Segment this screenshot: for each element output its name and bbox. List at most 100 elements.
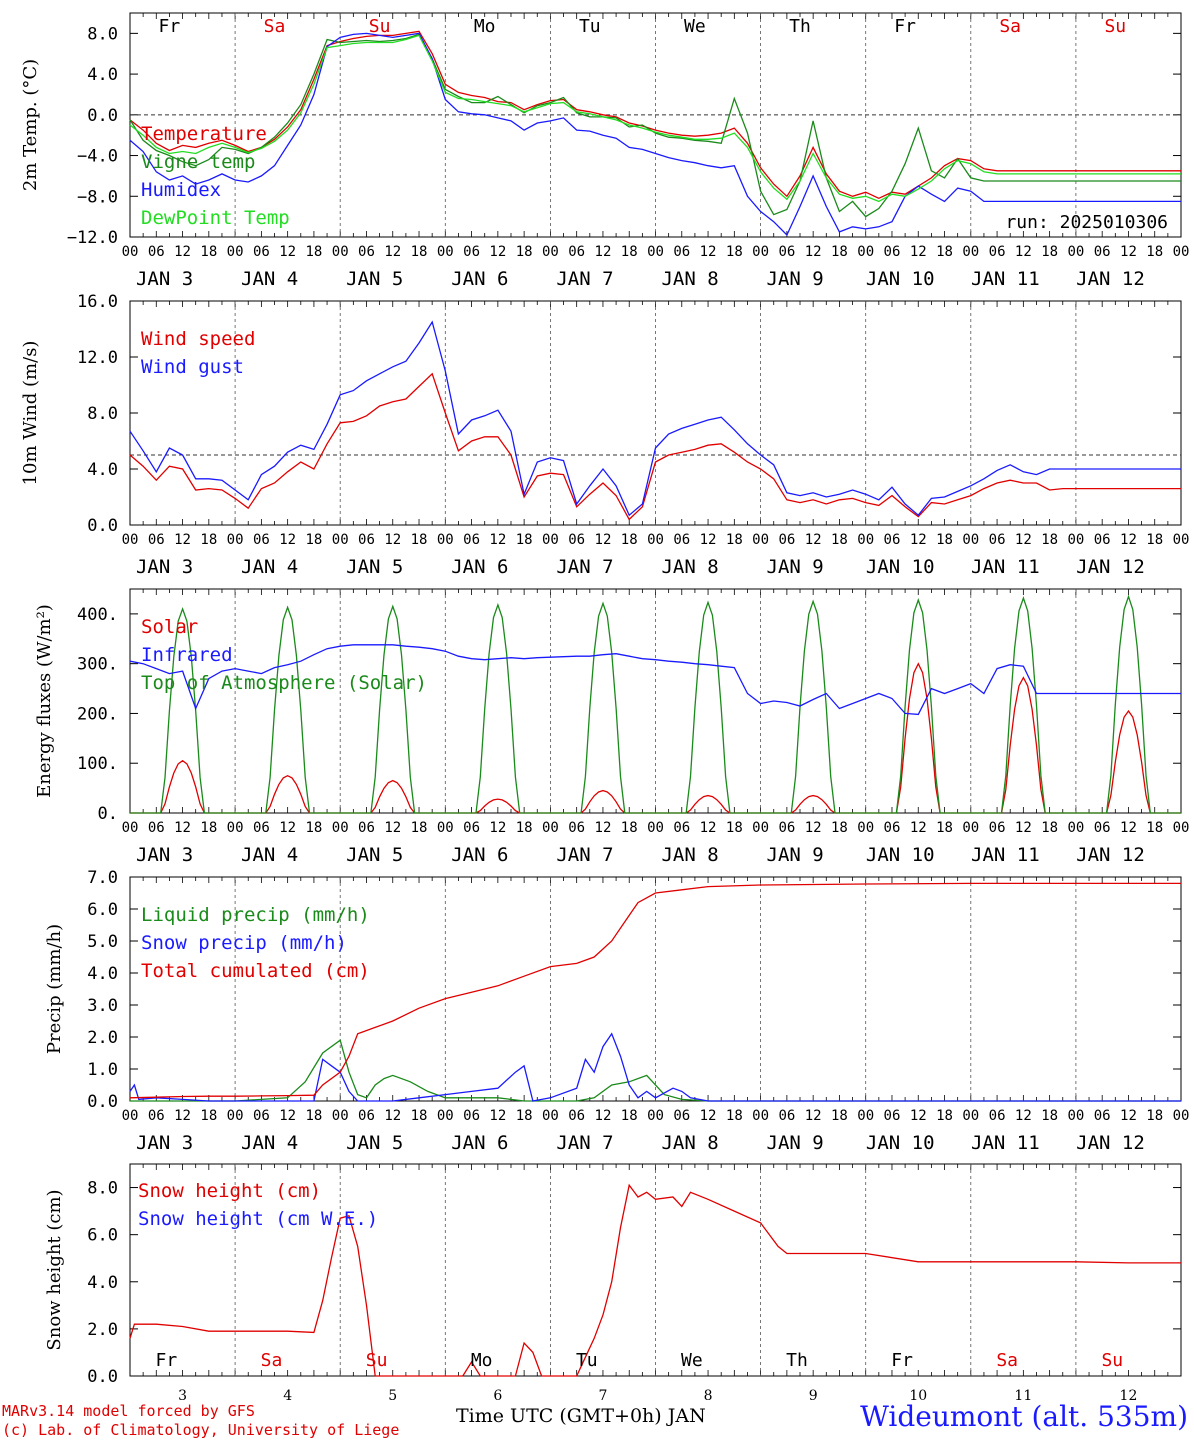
x-hour-label: 12 (174, 1108, 191, 1124)
x-hour-label: 06 (778, 244, 795, 260)
x-hour-label: 00 (332, 1108, 349, 1124)
x-hour-label: 18 (1041, 1108, 1058, 1124)
series-line-liquid-precip-mm-h (130, 1039, 1181, 1102)
x-date-label: JAN 3 (136, 1132, 193, 1154)
weekday-label: Fr (159, 16, 181, 37)
y-tick-label: 4.0 (87, 65, 118, 85)
y-tick-label: 0.0 (87, 1092, 118, 1112)
y-tick-label: 12.0 (77, 348, 118, 368)
x-hour-label: 12 (595, 532, 612, 548)
x-day-number: 7 (598, 1388, 607, 1404)
x-day-number: 4 (283, 1388, 292, 1404)
x-hour-label: 18 (516, 1108, 533, 1124)
panel-3: 0. 100. 200. 300. 400. Energy fluxes (W/m²) So… (34, 588, 1189, 866)
x-hour-label: 00 (437, 532, 454, 548)
x-date-label: JAN 5 (346, 268, 403, 290)
x-hour-label: 06 (884, 532, 901, 548)
x-hour-label: 00 (1067, 244, 1084, 260)
x-date-label: JAN 5 (346, 844, 403, 866)
series-line-top-of-atmosphere-solar (130, 594, 1181, 814)
x-hour-label: 06 (778, 820, 795, 836)
legend-entry: Total cumulated (cm) (141, 960, 370, 982)
legend-entry: Snow height (cm) (138, 1180, 321, 1202)
y-axis-label: Energy fluxes (W/m²) (34, 604, 55, 798)
x-hour-label: 12 (1120, 244, 1137, 260)
panel-frame (129, 588, 1182, 814)
legend-entry: Liquid precip (mm/h) (141, 904, 370, 926)
x-hour-label: 18 (305, 1108, 322, 1124)
weekday-label: Su (369, 16, 391, 37)
x-hour-label: 06 (358, 244, 375, 260)
x-date-label: JAN 12 (1076, 844, 1145, 866)
x-hour-label: 06 (568, 1108, 585, 1124)
series-line-wind-gust (129, 320, 1181, 517)
x-hour-label: 18 (1146, 244, 1163, 260)
x-hour-label: 18 (516, 244, 533, 260)
x-date-label: JAN 9 (767, 556, 824, 578)
y-tick-label: 4.0 (87, 460, 118, 480)
series-line-temperature (129, 30, 1181, 200)
run-label: run: 2025010306 (1005, 212, 1168, 233)
x-date-label: JAN 11 (971, 556, 1040, 578)
x-hour-label: 12 (700, 244, 717, 260)
x-hour-label: 06 (673, 820, 690, 836)
y-tick-label: 16.0 (77, 292, 118, 312)
x-hour-label: 06 (884, 1108, 901, 1124)
x-date-label: JAN 9 (767, 844, 824, 866)
x-hour-label: 18 (831, 1108, 848, 1124)
x-hour-label: 06 (253, 820, 270, 836)
y-tick-label: 2.0 (87, 1320, 118, 1340)
x-hour-label: 18 (200, 820, 217, 836)
y-tick-label: 4.0 (87, 964, 118, 984)
x-date-label: JAN 8 (661, 268, 718, 290)
x-hour-label: 18 (936, 532, 953, 548)
x-hour-label: 00 (542, 1108, 559, 1124)
x-date-label: JAN 12 (1076, 556, 1145, 578)
weekday-label: Th (786, 1350, 808, 1371)
y-tick-label: 1.0 (87, 1060, 118, 1080)
x-hour-label: 00 (1067, 820, 1084, 836)
x-hour-label: 18 (726, 820, 743, 836)
x-hour-label: 06 (148, 532, 165, 548)
x-hour-label: 12 (174, 244, 191, 260)
x-hour-label: 06 (463, 820, 480, 836)
x-date-label: JAN 6 (451, 1132, 508, 1154)
x-date-label: JAN 11 (971, 844, 1040, 866)
x-hour-label: 12 (384, 244, 401, 260)
legend-entry: Snow precip (mm/h) (141, 932, 347, 954)
x-hour-label: 12 (805, 820, 822, 836)
legend-entry: Snow height (cm W.E.) (138, 1208, 378, 1230)
x-hour-label: 06 (358, 1108, 375, 1124)
x-hour-label: 06 (884, 244, 901, 260)
panel-frame (129, 300, 1182, 526)
y-tick-label: 6.0 (87, 1226, 118, 1246)
legend-entry: DewPoint Temp (141, 207, 290, 229)
x-date-label: JAN 5 (346, 556, 403, 578)
x-hour-label: 00 (647, 1108, 664, 1124)
weekday-label: Tu (576, 1350, 598, 1371)
x-hour-label: 00 (752, 244, 769, 260)
x-hour-label: 00 (1173, 1108, 1190, 1124)
x-date-label: JAN 11 (971, 1132, 1040, 1154)
legend-entry: Wind gust (141, 356, 244, 378)
x-hour-label: 00 (227, 244, 244, 260)
x-hour-label: 18 (411, 1108, 428, 1124)
panel-frame (129, 12, 1182, 238)
x-hour-label: 18 (411, 820, 428, 836)
x-hour-label: 00 (122, 820, 139, 836)
x-hour-label: 06 (463, 244, 480, 260)
x-hour-label: 18 (200, 244, 217, 260)
weekday-label: Sa (999, 16, 1021, 37)
x-hour-label: 18 (621, 1108, 638, 1124)
x-date-label: JAN 7 (556, 1132, 613, 1154)
x-hour-label: 18 (831, 820, 848, 836)
weekday-label: Mo (474, 16, 496, 37)
x-date-label: JAN 7 (556, 844, 613, 866)
x-hour-label: 12 (595, 820, 612, 836)
x-hour-label: 06 (778, 532, 795, 548)
weekday-label: Sa (261, 1350, 283, 1371)
x-day-number: 11 (1014, 1388, 1032, 1404)
x-hour-label: 12 (1015, 532, 1032, 548)
x-date-label: JAN 8 (661, 556, 718, 578)
